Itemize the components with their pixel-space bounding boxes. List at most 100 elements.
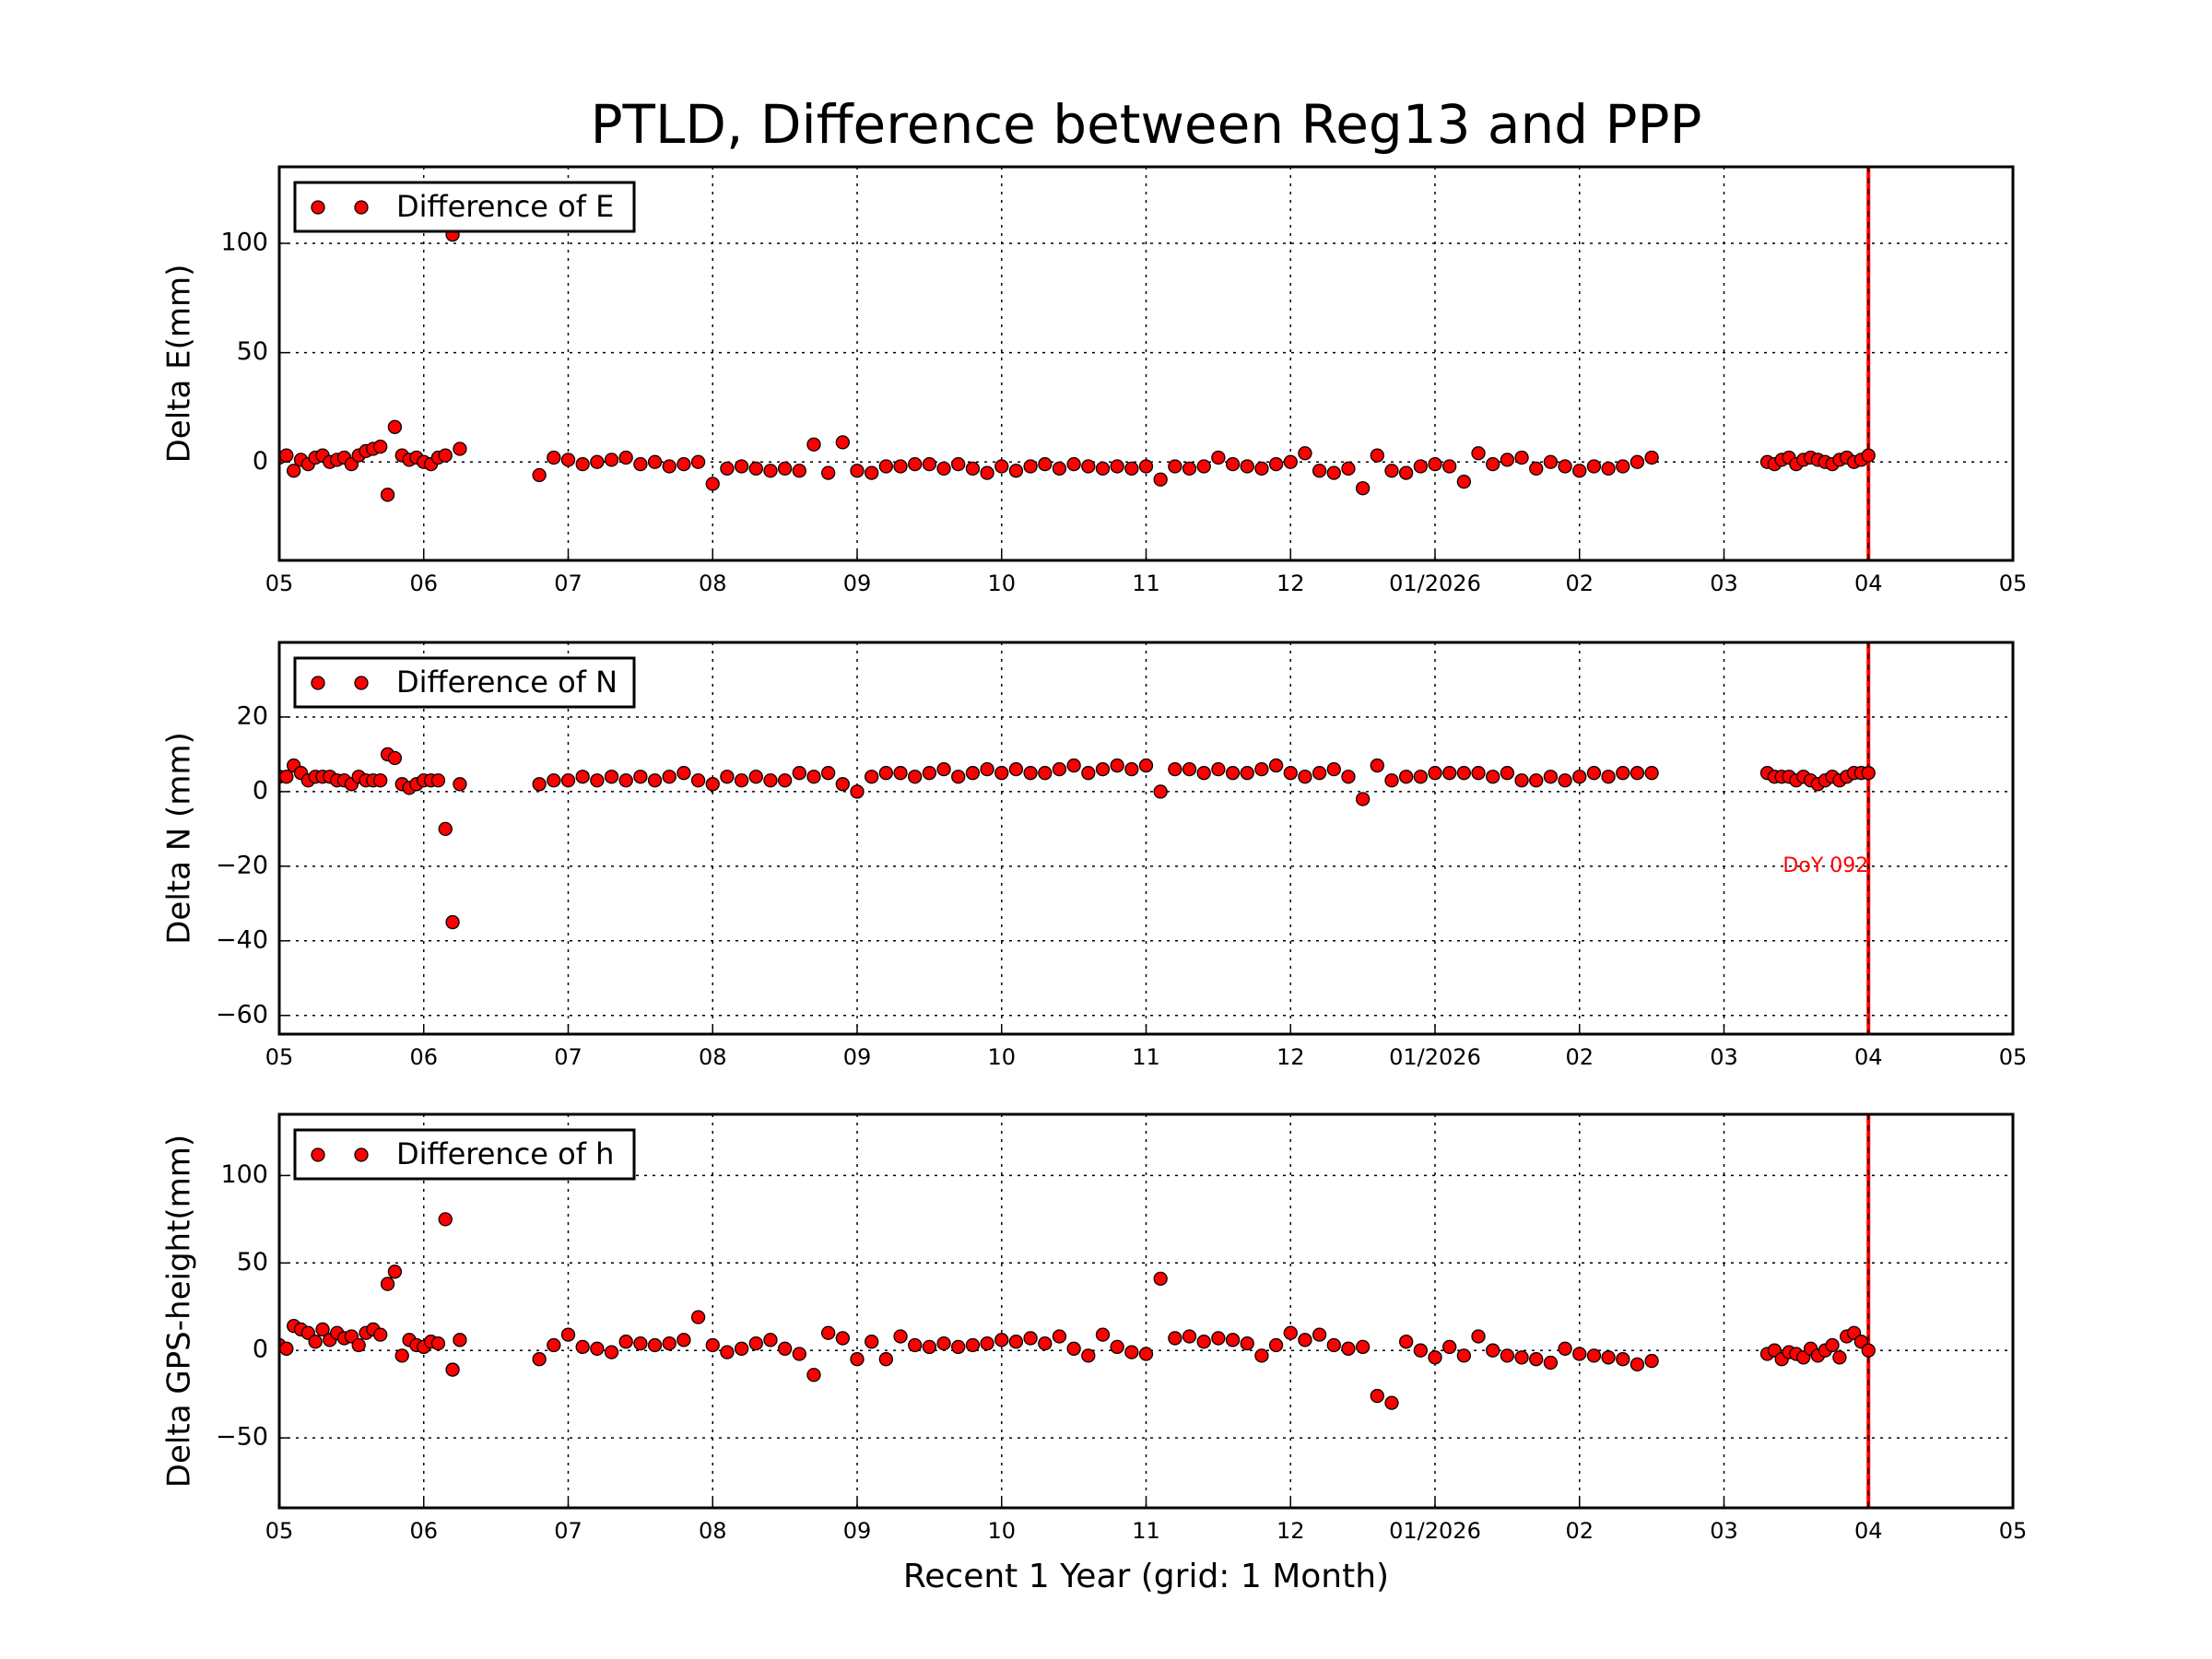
y-tick-label: 50 <box>237 337 268 366</box>
point <box>677 1333 691 1347</box>
point <box>1225 456 1241 472</box>
legend-label: Difference of N <box>396 665 618 700</box>
x-tick-label: 03 <box>1710 571 1738 596</box>
point <box>590 1341 605 1356</box>
point <box>908 770 923 784</box>
point <box>1124 761 1139 777</box>
x-tick-label: 11 <box>1132 571 1160 596</box>
point <box>1399 770 1414 784</box>
legend-marker <box>311 676 325 690</box>
point <box>1268 456 1284 472</box>
point <box>720 770 735 784</box>
point <box>792 1347 806 1361</box>
point <box>806 1368 821 1382</box>
y-tick-label: −40 <box>216 925 268 954</box>
point <box>1601 461 1616 477</box>
y-tick-label: 100 <box>220 229 268 257</box>
point <box>633 1335 648 1351</box>
point <box>287 464 301 478</box>
point <box>373 773 388 788</box>
point <box>1066 1341 1081 1356</box>
point <box>1312 464 1327 478</box>
point <box>922 1339 937 1355</box>
legend-label: Difference of E <box>396 189 614 224</box>
point <box>647 773 663 788</box>
point <box>453 777 467 792</box>
point <box>1825 1337 1840 1353</box>
point <box>922 456 937 472</box>
point <box>1081 1348 1096 1363</box>
point <box>1630 454 1645 469</box>
point <box>380 1277 395 1291</box>
point <box>1861 1343 1876 1358</box>
legend-marker <box>311 1147 325 1162</box>
point <box>865 465 879 480</box>
point <box>1630 1357 1645 1372</box>
y-axis-label: Delta N (mm) <box>161 732 198 945</box>
legend-box <box>293 656 636 709</box>
point <box>430 1335 446 1351</box>
point <box>763 773 778 788</box>
point <box>777 1341 793 1356</box>
point <box>748 770 763 784</box>
point <box>647 454 663 469</box>
point <box>1038 1335 1053 1351</box>
point <box>1471 1329 1486 1344</box>
point <box>1326 465 1341 480</box>
point <box>835 777 850 792</box>
point <box>763 464 778 478</box>
point <box>1428 1350 1442 1365</box>
point <box>1298 770 1312 784</box>
point <box>821 465 836 480</box>
x-tick-label: 09 <box>843 571 872 596</box>
point <box>1240 459 1254 474</box>
point <box>821 1325 836 1340</box>
point <box>1268 1337 1284 1353</box>
point <box>705 777 720 792</box>
point <box>1456 766 1471 781</box>
point <box>1283 454 1298 469</box>
point <box>734 459 749 474</box>
point <box>1124 1345 1139 1359</box>
point <box>1081 766 1096 781</box>
point <box>1182 461 1197 477</box>
point <box>1370 448 1384 463</box>
point <box>1428 766 1442 781</box>
point <box>893 1329 908 1344</box>
point <box>1038 766 1053 781</box>
point <box>1240 766 1254 781</box>
y-tick-label: 50 <box>237 1248 268 1277</box>
point <box>1326 761 1341 777</box>
point <box>575 770 590 784</box>
point <box>1196 766 1211 781</box>
point <box>1355 481 1371 496</box>
x-tick-label: 05 <box>1999 1518 2028 1544</box>
point <box>1616 766 1630 781</box>
point <box>850 784 865 799</box>
point <box>1008 1335 1024 1349</box>
point <box>373 1327 388 1342</box>
point <box>387 419 403 434</box>
point <box>1514 450 1529 465</box>
point <box>1384 464 1399 478</box>
x-tick-label: 03 <box>1710 1044 1738 1070</box>
point <box>351 1337 366 1353</box>
point <box>1601 1350 1616 1365</box>
y-tick-label: 0 <box>253 447 268 476</box>
point <box>777 773 793 788</box>
x-tick-label: 07 <box>554 1044 582 1070</box>
point <box>1052 1329 1067 1344</box>
point <box>1413 770 1428 784</box>
point <box>1543 454 1559 469</box>
point <box>1153 784 1168 799</box>
point <box>590 773 605 788</box>
x-tick-label: 02 <box>1565 1518 1594 1544</box>
point <box>1138 758 1154 773</box>
point <box>1023 459 1038 474</box>
point <box>1008 761 1024 777</box>
point <box>1225 766 1241 781</box>
point <box>1182 1329 1197 1344</box>
legend-marker <box>311 200 325 215</box>
point <box>951 456 966 472</box>
